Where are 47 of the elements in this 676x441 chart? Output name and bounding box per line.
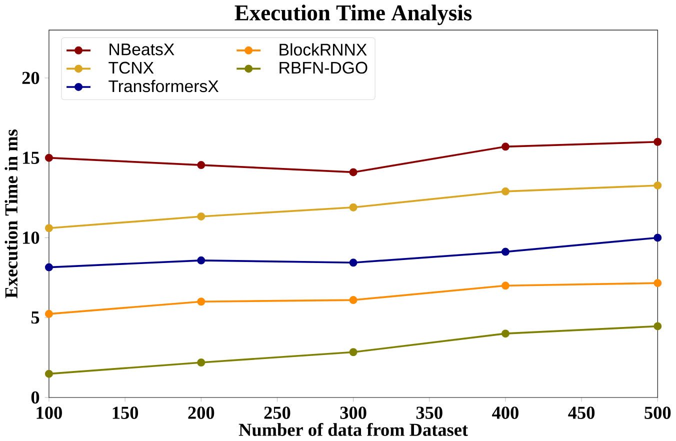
point	[197, 212, 206, 221]
point	[44, 370, 53, 378]
point	[349, 296, 358, 304]
point	[654, 182, 662, 190]
x-tick-label: 450	[568, 406, 595, 420]
x-tick-label: 150	[112, 406, 138, 420]
y-tick-label: 0	[31, 391, 40, 404]
point	[501, 142, 510, 151]
y-tick-label: 15	[23, 152, 40, 164]
x-tick-label: 250	[264, 406, 290, 420]
x-tick-label: 350	[416, 406, 442, 420]
legend-label: TCNX	[108, 62, 154, 74]
point	[501, 330, 510, 338]
point	[654, 279, 662, 288]
point	[654, 234, 662, 242]
x-tick-label: 300	[340, 406, 366, 420]
point	[197, 256, 206, 265]
legend-label: NBeatsX	[110, 44, 174, 56]
point	[654, 138, 662, 146]
point	[501, 248, 510, 256]
point	[44, 310, 53, 318]
legend-label: TransformersX	[108, 80, 219, 92]
point	[654, 322, 662, 330]
x-tick-label: 100	[36, 406, 62, 420]
point	[44, 224, 53, 232]
point	[44, 154, 53, 162]
point	[197, 358, 206, 367]
chart-title: Execution Time Analysis	[234, 4, 472, 26]
x-tick-label: 400	[492, 406, 518, 420]
point	[349, 204, 358, 212]
point	[197, 161, 206, 170]
point	[349, 348, 358, 356]
y-tick-label: 5	[31, 312, 40, 324]
point	[44, 263, 53, 272]
x-tick-label: 200	[188, 406, 214, 420]
point	[349, 258, 358, 267]
legend-label: BlockRNNX	[280, 43, 367, 56]
x-axis-title: Number of data from Dataset	[238, 423, 468, 436]
legend-label: RBFN-DGO	[280, 62, 368, 74]
point	[197, 298, 206, 306]
point	[501, 188, 510, 196]
y-tick-label: 10	[23, 232, 40, 244]
y-axis-title: Execution Time in ms	[4, 130, 18, 298]
y-tick-label: 20	[22, 72, 40, 84]
x-tick-label: 500	[644, 406, 671, 420]
point	[349, 168, 358, 176]
point	[501, 282, 510, 290]
